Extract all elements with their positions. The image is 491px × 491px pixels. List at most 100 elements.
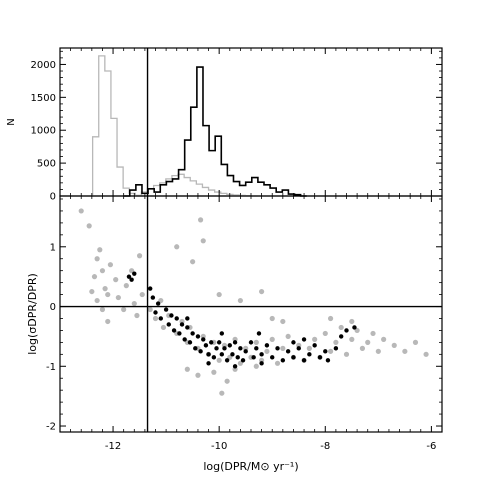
scatter-frame (59, 195, 443, 433)
scatter-ticks (60, 196, 443, 432)
scatter-point-series-1 (134, 312, 140, 319)
scatter-point-series-1 (349, 336, 355, 342)
scatter-point-series-2 (193, 346, 198, 351)
scatter-point-series-1 (174, 244, 180, 250)
scatter-point-series-2 (280, 358, 286, 363)
scatter-point-series-1 (312, 336, 318, 342)
scatter-point-series-2 (185, 325, 190, 330)
scatter-point-series-1 (94, 256, 100, 262)
scatter-y-tick-label: -2 (46, 422, 56, 433)
scatter-point-series-1 (160, 324, 167, 331)
scatter-point-series-2 (285, 349, 291, 354)
scatter-x-tick-label: -10 (211, 441, 227, 452)
scatter-point-series-2 (211, 355, 217, 360)
scatter-point-series-2 (232, 364, 238, 369)
scatter-point-series-2 (219, 352, 225, 357)
scatter-point-series-1 (105, 291, 111, 298)
histogram-series-1 (86, 55, 258, 197)
scatter-point-series-1 (423, 351, 429, 357)
histogram-y-tick-label: 0 (50, 192, 56, 203)
scatter-point-series-1 (91, 274, 98, 280)
scatter-point-series-1 (190, 259, 196, 265)
scatter-point-series-1 (253, 363, 259, 369)
scatter-point-series-2 (307, 352, 312, 357)
scatter-point-series-2 (259, 352, 264, 357)
scatter-point-series-2 (187, 340, 193, 345)
scatter-point-series-1 (274, 360, 281, 366)
scatter-point-series-1 (219, 390, 225, 396)
scatter-point-series-1 (102, 286, 108, 292)
scatter-point-series-2 (248, 340, 254, 345)
scatter-point-series-2 (216, 340, 222, 345)
scatter-point-series-1 (184, 366, 190, 372)
scatter-point-series-2 (270, 355, 275, 360)
scatter-y-tick-label: 0 (50, 302, 56, 313)
scatter-point-series-2 (155, 301, 161, 306)
scatter-point-series-1 (370, 330, 376, 337)
histogram-y-axis-label: N (6, 118, 17, 125)
scatter-point-series-2 (323, 349, 328, 354)
scatter-point-series-2 (219, 331, 225, 336)
scatter-point-series-2 (230, 352, 235, 357)
scatter-point-series-1 (402, 348, 408, 354)
scatter-point-series-1 (280, 318, 286, 325)
scatter-point-series-1 (391, 342, 397, 348)
scatter-point-series-2 (179, 322, 185, 327)
scatter-point-series-1 (200, 238, 206, 244)
scatter-point-series-1 (269, 315, 275, 322)
scatter-point-series-2 (243, 349, 248, 354)
scatter-point-series-2 (177, 331, 182, 336)
scatter-point-series-2 (169, 313, 174, 318)
scatter-point-series-2 (185, 316, 190, 321)
scatter-point-series-2 (195, 334, 201, 339)
scatter-panel: -2-101 -12 -10 -8 -6 log(σDPR/DPR) log(DPR/… (26, 195, 443, 473)
scatter-point-series-1 (121, 306, 127, 313)
scatter-point-series-1 (123, 283, 129, 289)
histogram-y-tick-label: 2000 (31, 60, 56, 71)
scatter-point-series-1 (78, 208, 84, 214)
scatter-point-series-1 (136, 253, 143, 259)
scatter-point-series-2 (235, 355, 240, 360)
scatter-point-series-1 (349, 318, 355, 325)
scatter-y-tick-label: 1 (50, 242, 56, 253)
scatter-point-series-1 (99, 268, 106, 274)
scatter-point-series-1 (94, 297, 100, 304)
scatter-point-series-2 (201, 337, 206, 342)
scatter-point-series-1 (333, 339, 339, 345)
histogram-series-group (86, 55, 307, 197)
scatter-point-series-1 (412, 339, 419, 345)
scatter-point-series-1 (322, 330, 328, 337)
scatter-point-series-2 (163, 307, 169, 312)
scatter-point-series-2 (256, 331, 262, 336)
scatter-x-tick-label: -12 (105, 441, 121, 452)
scatter-point-series-1 (131, 300, 137, 307)
scatter-point-series-2 (166, 322, 171, 327)
scatter-point-series-2 (198, 349, 203, 354)
scatter-point-series-1 (89, 288, 95, 295)
scatter-point-series-2 (317, 355, 323, 360)
scatter-point-series-2 (264, 343, 270, 348)
scatter-point-series-1 (139, 291, 145, 298)
scatter-point-series-1 (105, 318, 111, 325)
scatter-point-series-2 (325, 358, 331, 363)
scatter-point-series-1 (216, 357, 222, 363)
scatter-point-series-1 (269, 336, 275, 342)
scatter-point-series-1 (195, 372, 201, 378)
scatter-point-series-2 (153, 310, 158, 315)
scatter-point-series-2 (301, 358, 307, 363)
scatter-x-tick-label: -6 (426, 441, 436, 452)
scatter-point-series-1 (253, 339, 259, 345)
scatter-point-series-2 (150, 295, 156, 300)
scatter-point-series-2 (209, 340, 214, 345)
scatter-point-series-2 (222, 346, 227, 351)
scatter-point-series-2 (206, 352, 211, 357)
scatter-point-series-2 (227, 343, 232, 348)
scatter-y-tick-labels: -2 -1 0 1 (46, 242, 56, 432)
scatter-point-series-1 (343, 351, 350, 357)
scatter-point-series-1 (285, 333, 291, 340)
scatter-point-series-1 (152, 315, 159, 322)
scatter-series-group (78, 208, 429, 396)
scatter-point-series-1 (327, 348, 334, 354)
scatter-point-series-2 (338, 334, 344, 339)
